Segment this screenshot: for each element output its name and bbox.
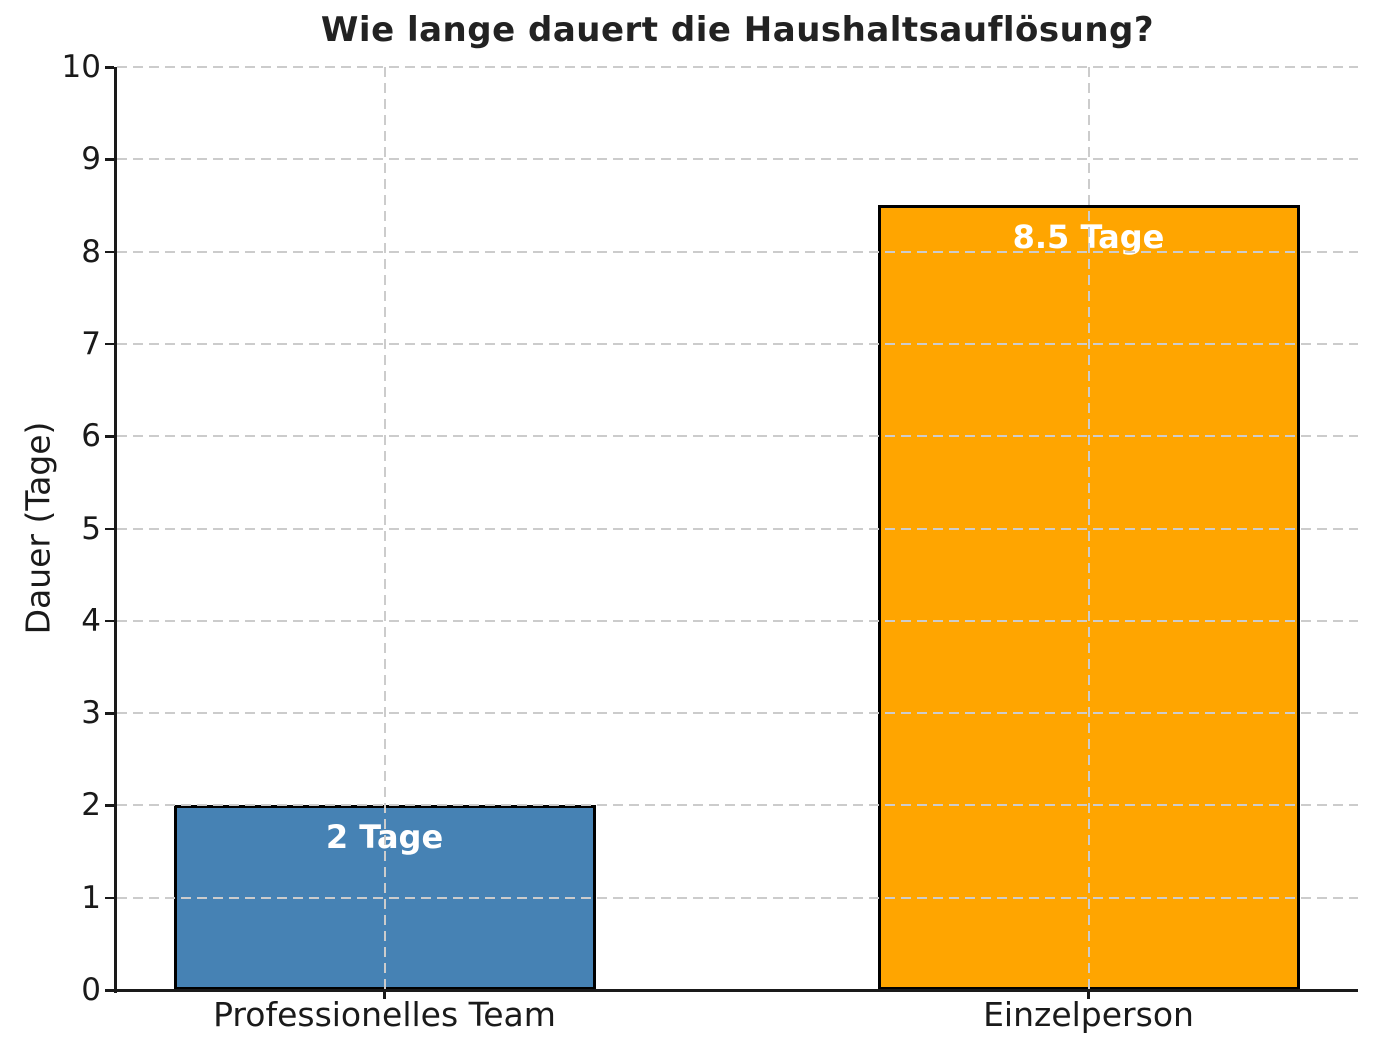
h-gridline-y5 <box>117 527 1358 530</box>
y-tick-8 <box>105 250 114 254</box>
y-tick-4 <box>105 619 114 623</box>
y-tick-7 <box>105 342 114 346</box>
x-tick-1 <box>383 990 386 999</box>
y-tick-label-10: 10 <box>61 49 101 85</box>
y-tick-0 <box>105 989 114 992</box>
h-gridline-y10 <box>117 66 1358 68</box>
h-gridline-y8 <box>117 250 1358 253</box>
y-tick-9 <box>105 158 114 161</box>
y-tick-5 <box>105 527 114 530</box>
y-tick-label-0: 0 <box>81 972 101 1008</box>
h-gridline-y9 <box>117 158 1358 161</box>
y-tick-label-1: 1 <box>81 879 101 916</box>
h-gridline-y2 <box>117 804 1358 807</box>
y-tick-label-3: 3 <box>81 695 101 732</box>
x-tick-label-2: Einzelperson <box>983 995 1194 1034</box>
chart-title: Wie lange dauert die Haushaltsauflösung? <box>320 10 1155 50</box>
y-axis-spine <box>114 67 117 993</box>
y-tick-label-7: 7 <box>81 325 101 362</box>
y-tick-2 <box>105 804 114 807</box>
y-tick-1 <box>105 896 114 900</box>
y-tick-label-2: 2 <box>81 787 101 824</box>
y-tick-label-6: 6 <box>81 418 101 455</box>
h-gridline-y3 <box>117 712 1358 715</box>
h-gridline-y1 <box>117 896 1358 899</box>
y-tick-label-5: 5 <box>81 510 101 547</box>
v-gridline-2 <box>1087 67 1090 990</box>
h-gridline-y4 <box>117 619 1358 622</box>
x-tick-2 <box>1087 990 1090 999</box>
y-tick-6 <box>105 435 114 438</box>
y-tick-label-4: 4 <box>81 602 101 639</box>
y-tick-10 <box>105 66 114 69</box>
h-gridline-y7 <box>117 342 1358 345</box>
y-tick-label-9: 9 <box>81 141 101 178</box>
h-gridline-y6 <box>117 435 1358 438</box>
x-tick-label-1: Professionelles Team <box>213 995 556 1034</box>
y-tick-label-8: 8 <box>81 233 101 270</box>
v-gridline-1 <box>383 67 386 990</box>
y-tick-3 <box>105 712 114 715</box>
x-axis-spine <box>114 989 1358 992</box>
